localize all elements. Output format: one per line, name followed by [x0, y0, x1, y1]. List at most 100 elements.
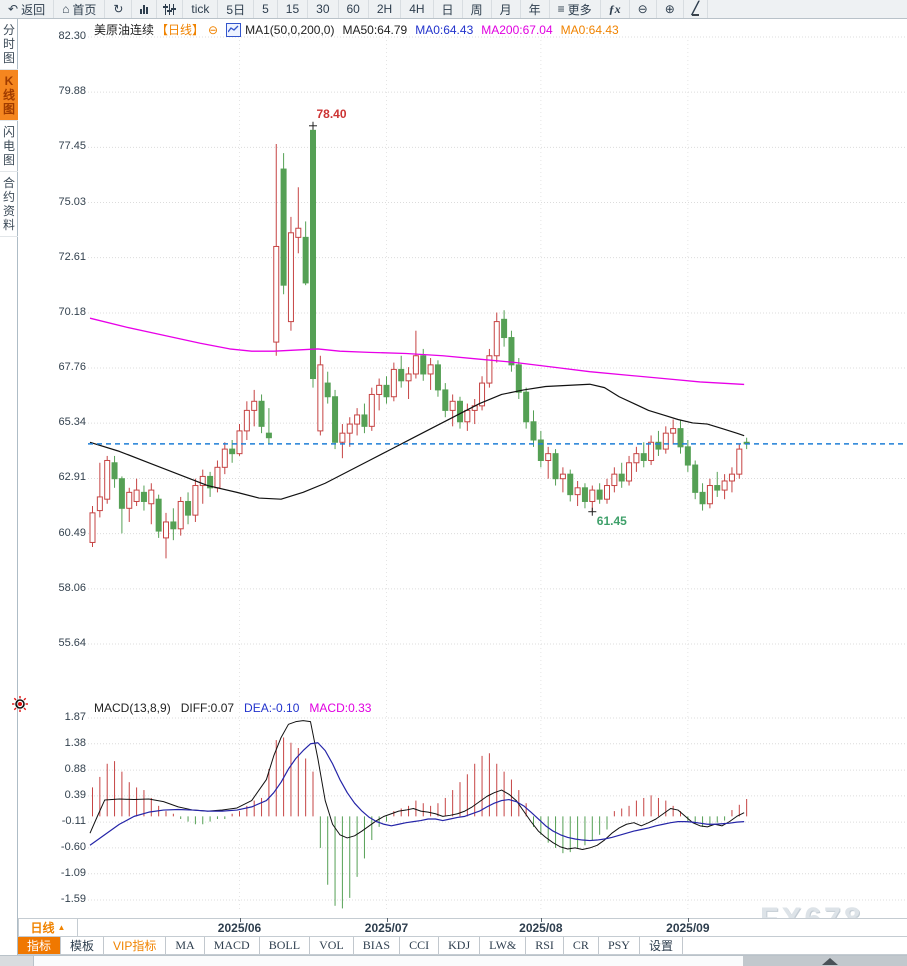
toolbar-label: 返回 — [21, 2, 46, 17]
toolbar-label: 5日 — [226, 2, 246, 17]
toolbar-label: 4H — [409, 2, 425, 16]
indicator-tab-bar: 指标 模板 VIP指标 MA MACD BOLL VOL BIAS CCI KDJ LW& RSI CR… — [18, 937, 907, 955]
indicator-tab-rsi[interactable]: RSI — [526, 937, 564, 954]
price-tick-label: 60.49 — [58, 526, 86, 539]
sidebar-item-contract-info[interactable]: 合约资料 — [0, 172, 18, 237]
toolbar-item-chart-type[interactable] — [132, 0, 158, 18]
horizontal-scrollbar[interactable] — [0, 955, 907, 966]
home-icon: ⌂ — [62, 2, 70, 16]
period-tag: 【日线】 — [156, 23, 205, 37]
macd-formula: MACD(13,8,9) — [94, 701, 171, 715]
macd-tick-label: 1.87 — [64, 711, 86, 723]
toolbar-item-period-year[interactable]: 年 — [521, 0, 550, 18]
sliders-icon — [163, 3, 177, 15]
top-toolbar: ↶ 返回 ⌂ 首页 ↻ tick 5日 5 15 30 60 2H 4H 日周月年 ≡ 更多 ƒx ⊖ ⊕ ╱ — [0, 0, 907, 19]
macd-tick-label: -0.60 — [60, 840, 86, 853]
period-selector-button[interactable]: 日线 ▲ — [18, 918, 78, 937]
macd-tick-label: 1.38 — [64, 736, 86, 749]
bar-chart-icon — [140, 4, 149, 14]
indicator-tab-kdj[interactable]: KDJ — [439, 937, 481, 954]
sidebar-item-timeshare-chart[interactable]: 分时图 — [0, 19, 18, 70]
toolbar-item-period-day[interactable]: 日 — [434, 0, 463, 18]
period-selector-label: 日线 — [30, 921, 55, 935]
price-tick-label: 62.91 — [58, 471, 86, 484]
indicator-tab-指标[interactable]: 指标 — [18, 937, 62, 954]
month-tick — [540, 918, 542, 922]
price-tick-label: 72.61 — [58, 250, 86, 263]
sidebar-item-kline-chart[interactable]: K线图 — [0, 70, 18, 121]
indicator-tab-bias[interactable]: BIAS — [354, 937, 401, 954]
indicator-tab-cr[interactable]: CR — [564, 937, 599, 954]
price-tick-label: 55.64 — [58, 637, 86, 649]
toolbar-item-period-5d[interactable]: 5日 — [218, 0, 255, 18]
toolbar-item-period-tick[interactable]: tick — [183, 0, 219, 18]
toolbar-item-formula[interactable]: ƒx — [601, 0, 630, 18]
toolbar-item-period-4h[interactable]: 4H — [401, 0, 434, 18]
high-price-annotation: 78.40 — [316, 106, 347, 121]
indicator-tab-vip指标[interactable]: VIP指标 — [104, 937, 167, 954]
toolbar-item-period-month[interactable]: 月 — [492, 0, 521, 18]
panel-expand-arrow-icon[interactable] — [822, 958, 838, 965]
toolbar-label: 60 — [346, 2, 360, 16]
toolbar-item-back[interactable]: ↶ 返回 — [0, 0, 55, 18]
ma0-value-orange: MA0:64.43 — [560, 22, 619, 37]
toolbar-label: 30 — [316, 2, 330, 16]
toolbar-item-zoom-in[interactable]: ⊕ — [657, 0, 684, 18]
macd-tick-label: 0.39 — [64, 788, 86, 801]
ma50-value: MA50:64.79 — [342, 22, 408, 37]
macd-tick-label: -1.59 — [60, 893, 86, 905]
indicator-tab-lw&[interactable]: LW& — [480, 937, 527, 954]
indicator-tab-ma[interactable]: MA — [166, 937, 205, 954]
more-icon: ≡ — [557, 2, 565, 16]
indicator-tab-boll[interactable]: BOLL — [260, 937, 311, 954]
indicator-tab-macd[interactable]: MACD — [205, 937, 260, 954]
toolbar-label: 15 — [285, 2, 300, 16]
sidebar-item-lightning-chart[interactable]: 闪电图 — [0, 121, 18, 172]
toolbar-item-home[interactable]: ⌂ 首页 — [54, 0, 106, 18]
toolbar-item-period-30[interactable]: 30 — [308, 0, 339, 18]
price-tick-label: 58.06 — [58, 581, 86, 594]
toolbar-label: 5 — [262, 2, 269, 16]
line-chart-icon[interactable] — [226, 22, 242, 37]
indicator-tab-cci[interactable]: CCI — [400, 937, 440, 954]
toolbar-item-period-week[interactable]: 周 — [463, 0, 492, 18]
toolbar-item-refresh[interactable]: ↻ — [105, 0, 133, 18]
zoom-in-icon: ⊕ — [664, 2, 675, 16]
toolbar-item-period-15[interactable]: 15 — [278, 0, 309, 18]
price-tick-label: 79.88 — [58, 85, 86, 98]
toolbar-item-draw[interactable]: ╱ — [684, 0, 708, 18]
toolbar-label: 周 — [470, 2, 483, 17]
toolbar-item-period-2h[interactable]: 2H — [369, 0, 402, 18]
month-tick — [386, 918, 388, 922]
toolbar-item-period-60[interactable]: 60 — [339, 0, 369, 18]
toolbar-label: 月 — [499, 2, 512, 17]
toolbar-label: 首页 — [72, 2, 97, 17]
pencil-icon: ╱ — [691, 1, 699, 16]
macd-tick-label: -1.09 — [60, 866, 86, 879]
chart-type-sidebar: 分时图 K线图 闪电图 合约资料 — [0, 19, 18, 955]
toolbar-item-zoom-out[interactable]: ⊖ — [630, 0, 657, 18]
toolbar-label: 日 — [441, 2, 454, 17]
month-tick — [239, 918, 241, 922]
ma200-value: MA200:67.04 — [481, 22, 553, 37]
toolbar-item-indicator-settings[interactable] — [157, 0, 184, 18]
indicator-tab-vol[interactable]: VOL — [310, 937, 354, 954]
toolbar-label: 年 — [528, 2, 541, 17]
toolbar-item-period-5[interactable]: 5 — [254, 0, 278, 18]
indicator-tab-设置[interactable]: 设置 — [640, 937, 683, 954]
price-tick-label: 82.30 — [58, 30, 86, 42]
indicator-settings-icon[interactable] — [11, 695, 29, 718]
indicator-tab-psy[interactable]: PSY — [599, 937, 640, 954]
symbol-name: 美原油连续 — [94, 23, 155, 37]
month-label: 2025/06 — [217, 921, 262, 935]
zoom-out-icon: ⊖ — [637, 2, 648, 16]
dea-value: DEA:-0.10 — [244, 701, 300, 715]
collapse-icon[interactable]: ⊖ — [208, 22, 219, 37]
indicator-tab-模板[interactable]: 模板 — [61, 937, 105, 954]
toolbar-label: ƒx — [608, 1, 621, 16]
triangle-up-icon: ▲ — [57, 923, 66, 932]
toolbar-label: tick — [191, 2, 210, 16]
price-tick-label: 70.18 — [58, 305, 86, 318]
toolbar-item-more[interactable]: ≡ 更多 — [550, 0, 601, 18]
